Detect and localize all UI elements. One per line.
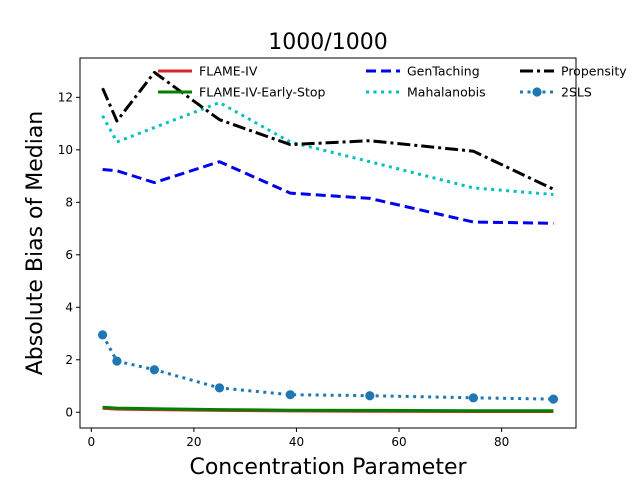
y-tick-label: 10: [58, 143, 73, 157]
y-tick-label: 8: [65, 195, 73, 209]
series-point-2sls: [468, 393, 479, 403]
chart-title: 1000/1000: [268, 30, 387, 55]
series-line-propensity: [101, 70, 555, 191]
series-point-2sls: [97, 330, 108, 340]
y-axis-ticks: 0 2 4 6 8 10 12: [58, 90, 80, 419]
x-axis-ticks: 0 20 40 60 80: [87, 428, 509, 449]
series-point-2sls: [112, 356, 122, 366]
series-layer: [97, 70, 559, 413]
legend-label-mahalanobis: Mahalanobis: [407, 85, 486, 100]
y-tick-label: 0: [65, 405, 73, 419]
y-tick-label: 4: [65, 300, 73, 314]
y-axis-label: Absolute Bias of Median: [23, 111, 48, 376]
plot-frame: [79, 57, 577, 429]
legend-label-flame-iv: FLAME-IV: [199, 64, 258, 79]
series-point-2sls: [214, 383, 225, 393]
x-tick-label: 20: [186, 435, 201, 449]
x-axis-label: Concentration Parameter: [189, 455, 467, 480]
x-tick-label: 80: [494, 435, 509, 449]
y-tick-label: 12: [58, 90, 73, 104]
x-tick-label: 0: [87, 435, 95, 449]
series-point-2sls: [149, 365, 159, 375]
series-point-2sls: [285, 390, 295, 400]
x-tick-label: 60: [391, 435, 406, 449]
legend: FLAME-IV FLAME-IV-Early-Stop GenTaching Mah…: [158, 64, 627, 100]
series-line-flame-iv-early-stop: [102, 405, 554, 413]
series-point-2sls: [365, 391, 375, 401]
series-line-gentaching: [102, 160, 554, 225]
y-tick-label: 2: [65, 353, 73, 367]
x-tick-label: 40: [289, 435, 304, 449]
y-tick-label: 6: [65, 248, 73, 262]
legend-label-propensity: Propensity: [561, 64, 627, 79]
series-point-2sls: [548, 394, 559, 404]
legend-label-flame-iv-early-stop: FLAME-IV-Early-Stop: [199, 85, 326, 100]
legend-marker-2sls: [532, 87, 542, 97]
series-line-mahalanobis: [101, 101, 554, 196]
legend-label-gentaching: GenTaching: [407, 64, 480, 79]
plot-area: [80, 58, 576, 428]
